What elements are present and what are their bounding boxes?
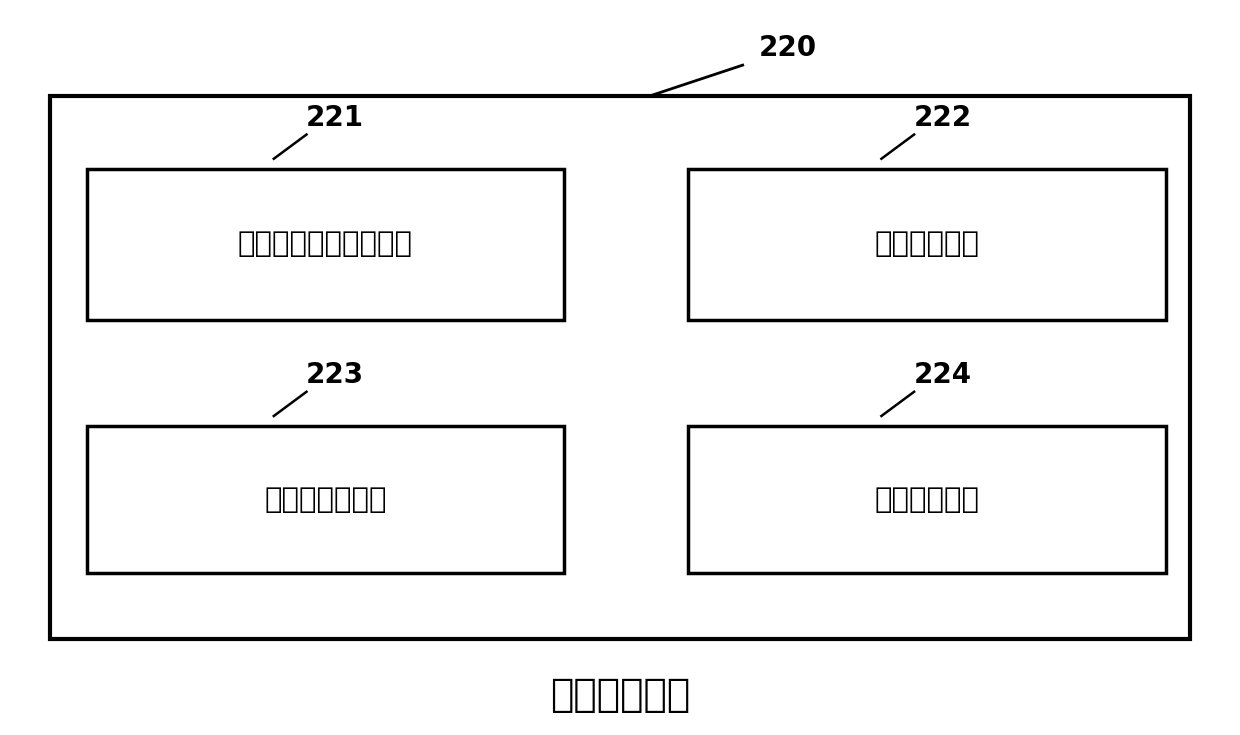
Bar — [87, 426, 564, 573]
Bar — [688, 426, 1166, 573]
Text: 数据采集单元: 数据采集单元 — [549, 675, 691, 714]
Text: 224: 224 — [914, 361, 971, 389]
Text: 并行驱动单元: 并行驱动单元 — [874, 230, 980, 259]
Bar — [87, 169, 564, 320]
Text: 数据采集仪器驱动单元: 数据采集仪器驱动单元 — [238, 230, 413, 259]
Text: 222: 222 — [914, 104, 971, 132]
Bar — [688, 169, 1166, 320]
Bar — [50, 96, 1190, 639]
Text: 220: 220 — [759, 34, 816, 62]
Text: 仪器寿命单元: 仪器寿命单元 — [874, 486, 980, 514]
Text: 传感器拟合单元: 传感器拟合单元 — [264, 486, 387, 514]
Text: 221: 221 — [306, 104, 363, 132]
Text: 223: 223 — [306, 361, 363, 389]
